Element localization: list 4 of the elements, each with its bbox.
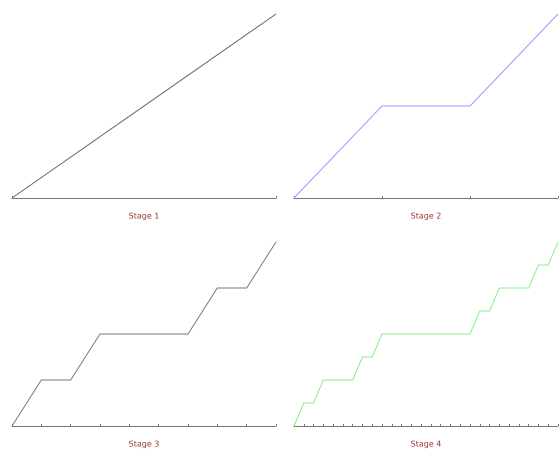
x-axis-title: Stage 2 [410,212,442,220]
x-axis-title: Stage 3 [128,440,160,448]
x-axis-title: Stage 4 [410,440,442,448]
x-axis-title: Stage 1 [128,212,160,220]
